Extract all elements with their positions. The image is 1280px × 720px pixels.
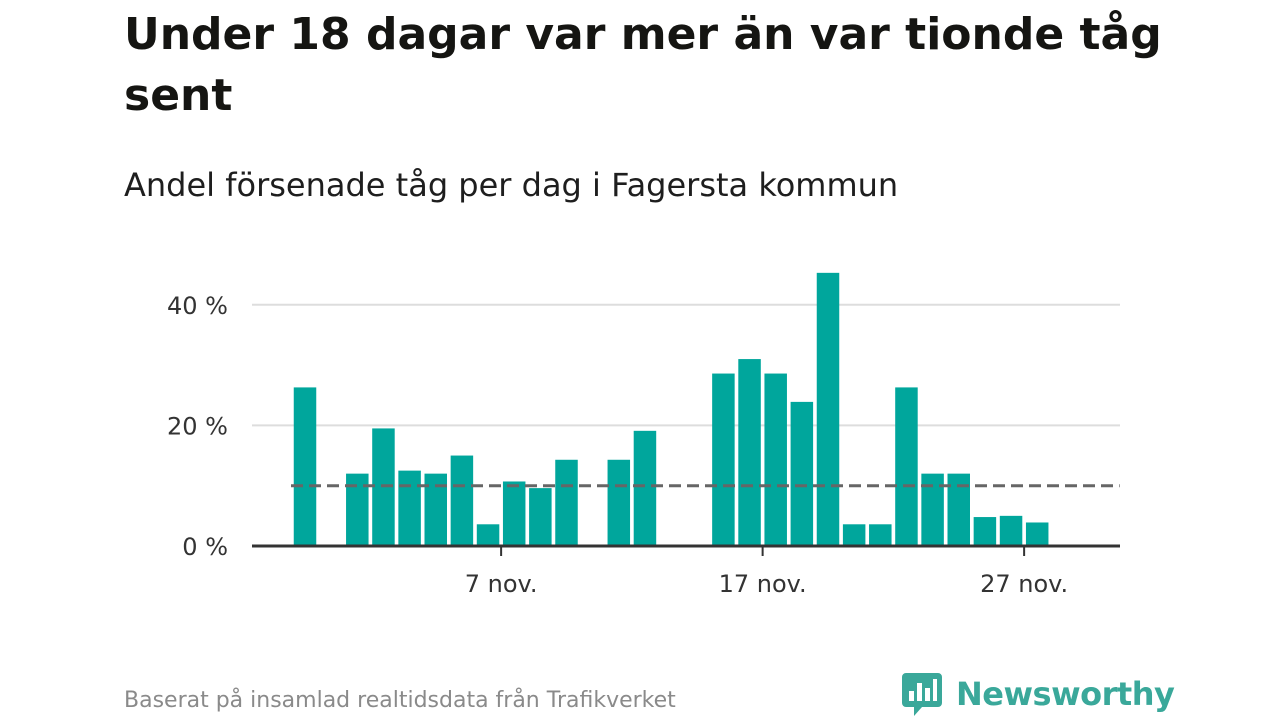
bar xyxy=(842,524,866,546)
x-axis-ticks: 7 nov. 17 nov. 27 nov. xyxy=(465,546,1068,598)
bar-chart: 0 % 20 % 40 % 7 nov. 17 nov. 27 nov. xyxy=(167,272,1120,598)
bar xyxy=(633,430,657,546)
chart-title: Under 18 dagar var mer än var tionde tåg… xyxy=(124,9,1162,121)
bar xyxy=(607,459,631,546)
gridlines xyxy=(252,303,1120,427)
bar xyxy=(476,524,500,546)
bar xyxy=(764,373,787,546)
x-tick-label: 7 nov. xyxy=(465,570,538,598)
bar xyxy=(895,387,918,546)
bar xyxy=(790,401,814,546)
logo-text: Newsworthy xyxy=(956,675,1175,713)
y-tick-label: 20 % xyxy=(167,412,228,440)
bar xyxy=(424,473,447,546)
x-tick-label: 17 nov. xyxy=(719,570,807,598)
bar xyxy=(999,515,1023,546)
bar xyxy=(921,473,944,546)
bar xyxy=(293,387,317,546)
y-tick-label: 0 % xyxy=(182,533,228,561)
bar xyxy=(398,470,421,546)
bar xyxy=(529,488,552,546)
bar xyxy=(372,428,395,546)
bar xyxy=(1025,522,1049,546)
bar xyxy=(712,373,735,546)
chart-subtitle: Andel försenade tåg per dag i Fagersta k… xyxy=(124,166,899,204)
bar xyxy=(738,359,761,546)
y-axis-ticks: 0 % 20 % 40 % xyxy=(167,292,228,561)
bar xyxy=(346,473,369,546)
source-note: Baserat på insamlad realtidsdata från Tr… xyxy=(124,688,676,713)
newsworthy-logo[interactable]: Newsworthy xyxy=(902,670,1175,718)
y-tick-label: 40 % xyxy=(167,292,228,320)
bars xyxy=(293,272,1049,546)
bar xyxy=(555,459,578,546)
bar xyxy=(450,455,474,546)
bar xyxy=(973,517,997,546)
bar xyxy=(869,524,892,546)
bar-chart-speech-bubble-icon xyxy=(902,673,942,716)
x-tick-label: 27 nov. xyxy=(980,570,1068,598)
bar xyxy=(502,481,526,546)
bar xyxy=(816,272,840,546)
bar xyxy=(947,473,970,546)
